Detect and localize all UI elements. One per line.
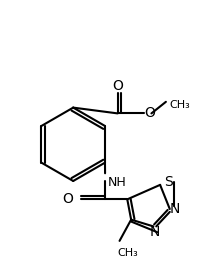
Text: N: N [169,202,180,216]
Text: N: N [150,225,160,239]
Text: O: O [145,106,156,120]
Text: S: S [164,175,173,189]
Text: NH: NH [108,176,127,189]
Text: CH₃: CH₃ [170,100,190,110]
Text: O: O [62,192,73,206]
Text: O: O [112,79,123,93]
Text: CH₃: CH₃ [118,248,138,258]
